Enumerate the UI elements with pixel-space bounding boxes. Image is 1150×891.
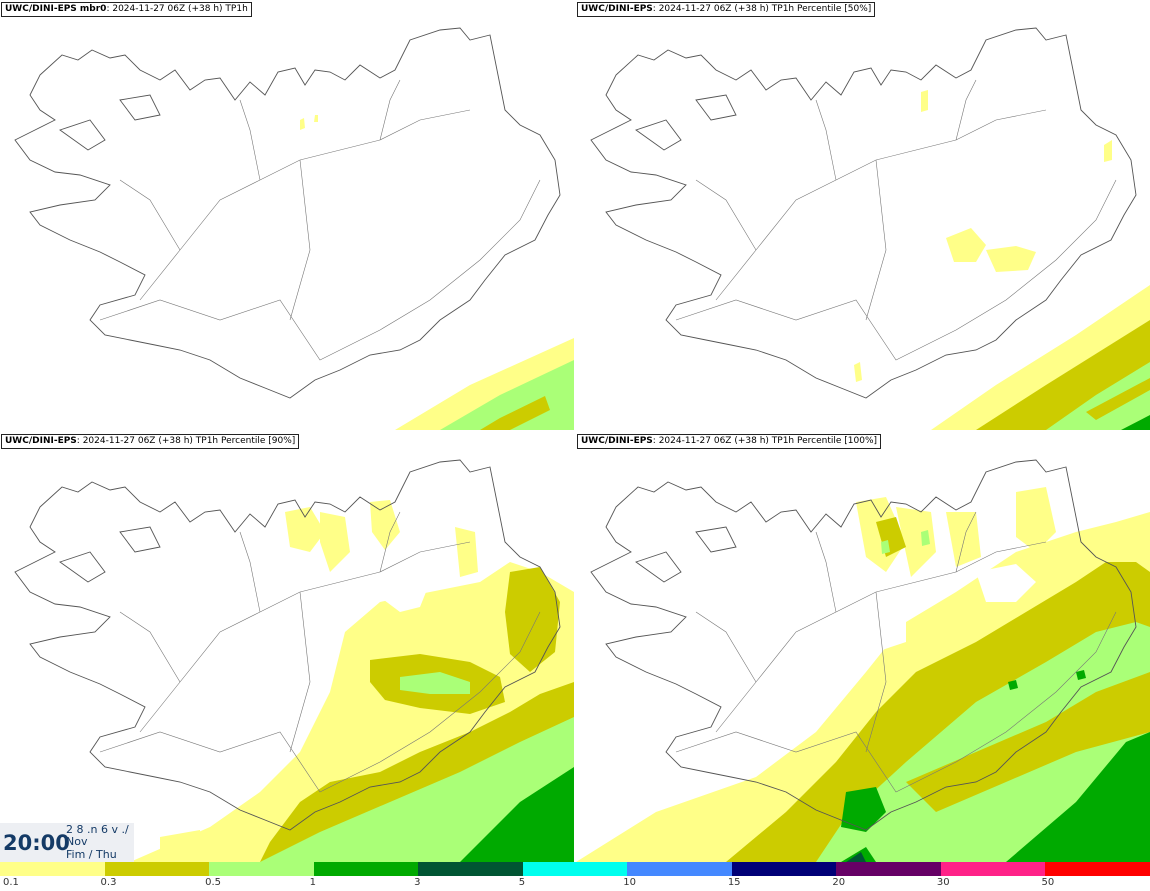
legend-tick-label: 10 (623, 877, 636, 888)
roads (99, 511, 541, 793)
valid-date-line1: 2 8 .n 6 v ./ (66, 823, 129, 836)
precip-map-mbr0 (14, 27, 574, 430)
legend-swatch (313, 862, 419, 876)
precip-field (300, 115, 574, 430)
legend-swatch (731, 862, 837, 876)
iceland-coastline (590, 27, 1137, 399)
panel-title: UWC/DINI-EPS: 2024-11-27 06Z (+38 h) TP1… (577, 2, 876, 17)
legend-swatch (104, 862, 210, 876)
legend-swatch (418, 862, 524, 876)
precip-field (854, 90, 1150, 430)
precip-map-p100 (576, 459, 1150, 862)
panel-title: UWC/DINI-EPS: 2024-11-27 06Z (+38 h) TP1… (1, 434, 300, 449)
legend-tick-label: 3 (414, 877, 421, 888)
map-panel-mbr0: UWC/DINI-EPS mbr0: 2024-11-27 06Z (+38 h… (0, 0, 574, 430)
legend-tick-label: 50 (1041, 877, 1055, 888)
map-panel-p50: UWC/DINI-EPS: 2024-11-27 06Z (+38 h) TP1… (576, 0, 1150, 430)
precip-field (576, 487, 1150, 862)
legend-tick-label: 0.3 (100, 877, 117, 888)
iceland-coastline (14, 459, 561, 831)
legend-tick-label: 20 (832, 877, 846, 888)
valid-date-month: Nov (66, 835, 88, 848)
panel-title: UWC/DINI-EPS: 2024-11-27 06Z (+38 h) TP1… (577, 434, 882, 449)
panel-divider-horizontal (0, 430, 1150, 432)
legend-tick-label: 0.1 (3, 877, 19, 888)
legend-tick-label: 0.5 (205, 877, 221, 888)
iceland-coastline (14, 27, 561, 399)
precip-map-p50 (590, 27, 1150, 430)
map-panel-p90: UWC/DINI-EPS: 2024-11-27 06Z (+38 h) TP1… (0, 432, 574, 862)
roads (99, 79, 541, 361)
panel-title: UWC/DINI-EPS mbr0: 2024-11-27 06Z (+38 h… (1, 2, 252, 17)
precip-field (130, 500, 574, 862)
legend-swatch (0, 862, 106, 876)
valid-time-box: 20:00 2 8 .n 6 v ./ Nov Fim / Thu (0, 823, 134, 862)
legend-swatch (209, 862, 315, 876)
legend-swatch (940, 862, 1046, 876)
legend-tick-label: 30 (936, 877, 950, 888)
valid-date-weekday: Fim / Thu (66, 848, 117, 861)
legend-tick-label: 15 (727, 877, 741, 888)
legend-tick-label: 5 (518, 877, 526, 888)
legend-tick-label: 1 (309, 877, 316, 888)
precip-legend: 0.1 0.3 0.5 1 3 5 10 15 20 30 50 (0, 862, 1150, 891)
iceland-coastline (590, 459, 1137, 831)
valid-time: 20:00 (3, 831, 70, 855)
legend-swatch (627, 862, 733, 876)
map-panel-p100: UWC/DINI-EPS: 2024-11-27 06Z (+38 h) TP1… (576, 432, 1150, 862)
precip-map-p90 (14, 459, 574, 862)
legend-swatch (836, 862, 942, 876)
roads (675, 511, 1117, 793)
roads (675, 79, 1117, 361)
legend-swatch (522, 862, 628, 876)
legend-swatch (1045, 862, 1150, 876)
